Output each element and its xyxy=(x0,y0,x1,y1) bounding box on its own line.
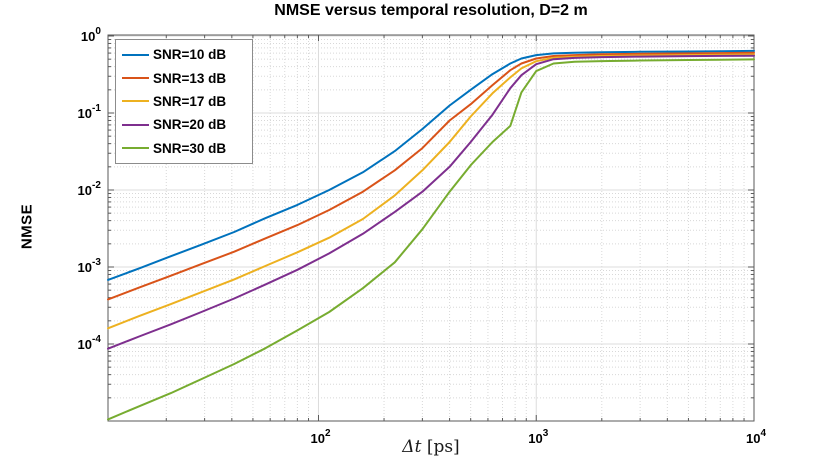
legend-item: SNR=10 dB xyxy=(116,43,252,66)
legend-item: SNR=17 dB xyxy=(116,90,252,113)
series-line-snr-30-db xyxy=(107,58,755,421)
x-axis-label-unit: [ps] xyxy=(426,437,460,457)
y-tick-label: 10-1 xyxy=(78,103,102,121)
legend-label: SNR=17 dB xyxy=(153,93,227,109)
plot-series xyxy=(107,49,755,421)
y-tick-label: 10-4 xyxy=(78,334,102,352)
legend-line-swatch xyxy=(122,53,149,56)
series-line-snr-10-db xyxy=(107,49,755,281)
x-tick-label: 104 xyxy=(746,428,767,446)
x-tick-label: 102 xyxy=(310,428,331,446)
y-axis-label: NMSE xyxy=(18,203,36,250)
y-tick-label: 100 xyxy=(81,26,102,44)
legend-label: SNR=20 dB xyxy=(153,117,227,133)
legend-item: SNR=30 dB xyxy=(116,137,252,160)
y-tick-label: 10-3 xyxy=(78,257,102,275)
legend-line-swatch xyxy=(122,123,149,126)
legend-box: SNR=10 dB SNR=13 dB SNR=17 dB SNR=20 dB … xyxy=(115,39,253,164)
legend-line-swatch xyxy=(122,100,149,103)
x-axis-label-symbol: Δt xyxy=(402,437,422,457)
legend-label: SNR=30 dB xyxy=(153,140,227,156)
legend-line-swatch xyxy=(122,77,149,80)
legend-label: SNR=13 dB xyxy=(153,70,227,86)
x-tick-label: 103 xyxy=(528,428,549,446)
x-axis-label: Δt [ps] xyxy=(108,437,754,457)
legend-item: SNR=20 dB xyxy=(116,113,252,136)
series-line-snr-20-db xyxy=(107,54,755,350)
series-line-snr-13-db xyxy=(107,51,755,301)
series-line-snr-17-db xyxy=(107,53,755,330)
legend-item: SNR=13 dB xyxy=(116,67,252,90)
chart-title: NMSE versus temporal resolution, D=2 m xyxy=(274,2,588,19)
axes-box xyxy=(107,34,755,422)
y-tick-label: 10-2 xyxy=(78,180,102,198)
tick-labels: 102 103 104 100 10-1 10-2 10-3 10-4 xyxy=(78,26,767,446)
plot-grid xyxy=(108,35,755,422)
legend-label: SNR=10 dB xyxy=(153,47,227,63)
legend-line-swatch xyxy=(122,147,149,150)
